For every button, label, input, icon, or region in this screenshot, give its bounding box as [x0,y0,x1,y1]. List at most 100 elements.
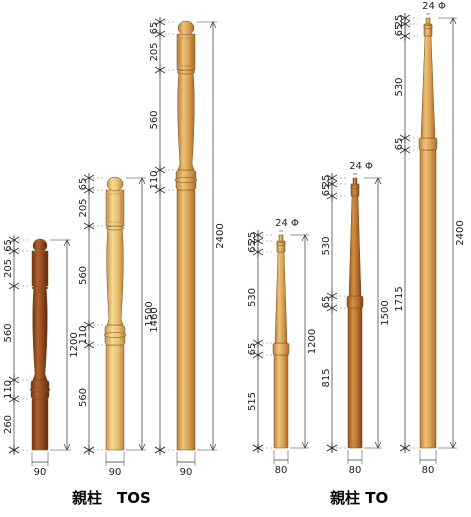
segment-label: 205 [3,259,14,278]
segment-label: 110 [78,325,89,344]
dimension-tick [252,443,264,453]
arrow-head [449,17,457,25]
segment-label: 65 [149,22,160,35]
total-height-label: 1200 [69,332,80,357]
post-taper [348,195,362,297]
dimensions-tos-1200 [8,235,71,466]
post-collar [418,137,438,151]
post-spindle [177,69,195,171]
post-tip [278,234,284,242]
segment-label: 65 [394,24,405,37]
post-neck-ring [350,185,360,189]
post-tos-1200 [29,238,51,451]
post-spindle [106,225,124,326]
total-height-label: 1500 [144,301,155,326]
dimensions-to-1200 [252,230,309,464]
width-label: 80 [349,465,362,476]
dimensions-to-1500 [326,173,382,464]
post-collar-bead [174,177,198,183]
caption-tos: 親柱 TOS [72,489,151,507]
segment-label: 25 [247,232,258,245]
total-height-label: 2400 [215,223,226,248]
segment-label: 260 [3,415,14,434]
width-label: 90 [34,467,47,478]
post-cap [106,176,124,192]
segment-label: 25 [394,15,405,28]
post-collar [346,295,364,309]
arrow-head [63,239,71,247]
tip-diameter-label: 24 Φ [349,161,373,172]
segment-label: 25 [321,175,332,188]
arrow-head [301,441,309,449]
arrow-head [138,177,146,185]
arrow-head [301,234,309,242]
dimension-tick [83,445,95,455]
arrow-head [209,443,217,451]
segment-label: 560 [3,323,14,342]
post-collar-bead [103,332,127,338]
post-base [273,354,289,449]
width-label: 80 [422,465,435,476]
segment-label: 65 [394,138,405,151]
arrow-head [138,443,146,451]
dimension-tick [326,443,338,453]
post-to-2400 [418,17,438,449]
dimension-tick [399,443,411,453]
post-head-panel [34,254,46,283]
post-cap [32,238,48,253]
post-to-1200 [272,234,290,449]
post-head [105,189,125,227]
segment-label: 110 [149,170,160,189]
post-base [31,398,49,451]
tip-diameter-label: 24 Φ [275,218,299,229]
segment-label: 65 [321,184,332,197]
arrow-head [374,177,382,185]
post-base [105,344,125,451]
segment-label: 110 [3,380,14,399]
post-base [347,307,363,449]
total-height-label: 2400 [455,220,466,245]
segment-label: 530 [394,77,405,96]
segment-label: 560 [149,110,160,129]
post-tos-2400 [174,20,198,451]
post-base [176,189,196,451]
segment-label: 515 [247,392,258,411]
arrow-head [449,441,457,449]
caption-to: 親柱 TO [330,489,389,507]
post-head [176,33,196,71]
total-height-label: 1200 [307,329,318,354]
post-spindle-ring [176,69,196,75]
post-head-panel [179,37,193,67]
segment-label: 65 [247,240,258,253]
arrow-head [209,21,217,29]
post-spindle-ring [31,285,49,291]
tip-diameter-label: 24 Φ [422,1,446,12]
post-neck-ring [276,242,286,246]
segment-label: 815 [321,368,332,387]
post-taper [274,251,288,344]
post-tip [425,17,431,25]
post-neck-ring [423,25,433,29]
segment-label: 65 [3,239,14,252]
dimensions-tos-1500 [83,173,146,466]
total-height-label: 1500 [380,300,391,325]
post-spindle-ring [105,225,125,231]
arrow-head [63,443,71,451]
width-label: 90 [109,467,122,478]
post-collar-bead [29,386,51,393]
dimension-tick [8,445,20,455]
segment-label: 205 [78,198,89,217]
dimension-tick [154,445,166,455]
post-base [419,149,437,449]
arrow-head [374,441,382,449]
post-taper [420,35,436,139]
segment-label: 560 [78,266,89,285]
post-head [31,250,49,287]
segment-label: 1715 [394,286,405,311]
segment-label: 530 [247,288,258,307]
dimensions-to-2400 [399,13,457,464]
post-tos-1500 [103,176,127,451]
width-label: 80 [275,465,288,476]
segment-label: 560 [78,388,89,407]
